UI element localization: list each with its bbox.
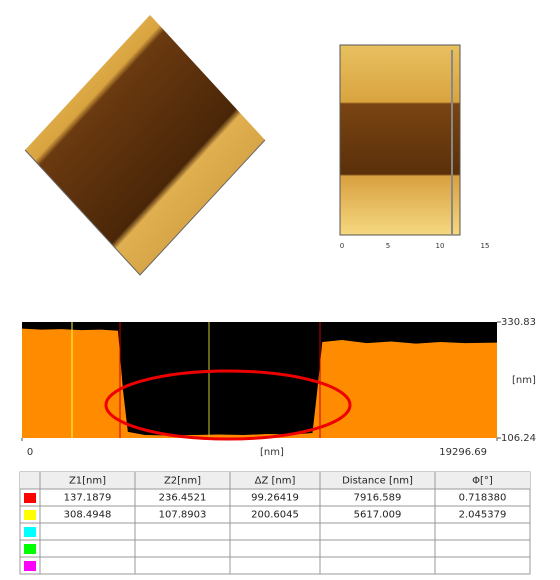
image-x-tick-label: 5 bbox=[386, 242, 390, 250]
table-cell: 137.1879 bbox=[64, 493, 112, 504]
row-color-swatch bbox=[24, 544, 36, 554]
x-axis-label: [nm] bbox=[260, 447, 284, 458]
afm-2d-image bbox=[340, 45, 460, 235]
table-header: Z1[nm] bbox=[69, 476, 106, 487]
table-header: Z2[nm] bbox=[164, 476, 201, 487]
y-tick-label: 106.24 bbox=[501, 433, 536, 444]
screen: [nm] [nm] Z1[nm] Z2[nm] ΔZ [nm] Distance [n… bbox=[0, 0, 560, 576]
x-tick-label: 0 bbox=[27, 447, 33, 458]
x-tick-label: 19296.69 bbox=[439, 447, 487, 458]
table-header: ΔZ [nm] bbox=[255, 476, 296, 487]
table-cell: 0.718380 bbox=[459, 493, 507, 504]
row-color-swatch bbox=[24, 561, 36, 571]
table-cell: 236.4521 bbox=[159, 493, 207, 504]
table-header: Φ[°] bbox=[472, 476, 493, 487]
image-x-tick-label: 15 bbox=[481, 242, 490, 250]
image-x-tick-label: 10 bbox=[436, 242, 445, 250]
table-cell: 5617.009 bbox=[354, 510, 402, 521]
table-cell: 99.26419 bbox=[251, 493, 299, 504]
table-cell: 7916.589 bbox=[354, 493, 402, 504]
afm-3d-image bbox=[25, 15, 265, 275]
row-color-swatch bbox=[24, 527, 36, 537]
row-color-swatch bbox=[24, 493, 36, 503]
table-cell: 2.045379 bbox=[459, 510, 507, 521]
table-cell: 200.6045 bbox=[251, 510, 299, 521]
image-x-tick-label: 0 bbox=[340, 242, 344, 250]
table-cell: 308.4948 bbox=[64, 510, 112, 521]
row-color-swatch bbox=[24, 510, 36, 520]
table-cell: 107.8903 bbox=[159, 510, 207, 521]
page: {"image_2d": {"xticks": ["0", "5", "10",… bbox=[0, 0, 560, 580]
table-header: Distance [nm] bbox=[342, 476, 413, 487]
y-axis-label: [nm] bbox=[512, 375, 536, 386]
y-tick-label: 330.83 bbox=[501, 317, 536, 328]
